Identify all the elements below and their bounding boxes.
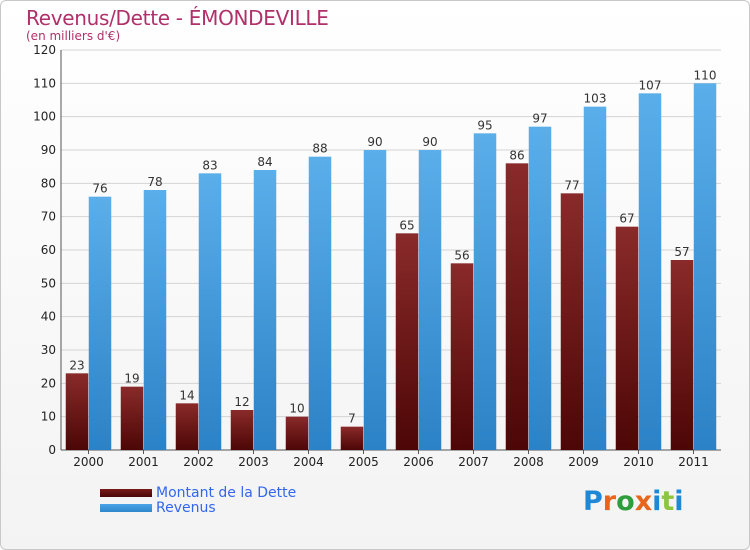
y-tick-label: 20 [41, 376, 56, 390]
bar-revenus [528, 126, 552, 451]
data-label: 23 [69, 358, 84, 372]
data-label: 107 [639, 78, 662, 92]
data-label: 65 [399, 218, 414, 232]
y-tick-label: 70 [41, 210, 56, 224]
x-tick-label: 2002 [183, 455, 214, 469]
logo-letter: r [602, 486, 617, 517]
y-tick-label: 30 [41, 343, 56, 357]
data-label: 7 [348, 412, 356, 426]
bar-dette [175, 403, 199, 450]
x-tick-label: 2008 [513, 455, 544, 469]
x-tick-label: 2009 [568, 455, 599, 469]
bar-dette [230, 410, 254, 450]
bar-revenus [308, 156, 332, 450]
y-tick-label: 120 [33, 43, 56, 57]
x-tick-label: 2000 [73, 455, 104, 469]
bar-dette [505, 163, 529, 451]
data-label: 83 [202, 158, 217, 172]
y-tick-label: 110 [33, 76, 56, 90]
legend-swatch-revenus [100, 503, 152, 512]
y-tick-label: 90 [41, 143, 56, 157]
y-tick-label: 40 [41, 310, 56, 324]
bar-dette [450, 263, 474, 450]
x-tick-label: 2011 [678, 455, 709, 469]
data-label: 90 [422, 135, 437, 149]
logo-letter: i [674, 486, 684, 517]
logo-letter: x [634, 486, 653, 517]
bar-revenus [253, 170, 277, 450]
bar-dette [395, 233, 419, 450]
logo-letter: P [583, 486, 603, 517]
data-label: 97 [532, 112, 547, 126]
data-label: 56 [454, 248, 469, 262]
data-label: 90 [367, 135, 382, 149]
x-tick-label: 2007 [458, 455, 489, 469]
y-tick-label: 10 [41, 410, 56, 424]
bar-revenus [88, 196, 112, 450]
legend: Montant de la Dette Revenus [100, 484, 297, 516]
bar-revenus [363, 150, 387, 450]
bar-dette [560, 193, 584, 451]
data-label: 86 [509, 148, 524, 162]
legend-item-dette: Montant de la Dette [100, 484, 297, 501]
data-label: 12 [234, 395, 249, 409]
x-tick-label: 2010 [623, 455, 654, 469]
data-label: 67 [619, 212, 634, 226]
bar-dette [65, 373, 89, 450]
x-tick-label: 2006 [403, 455, 434, 469]
legend-label-dette: Montant de la Dette [156, 484, 297, 501]
data-label: 77 [564, 178, 579, 192]
bar-dette [615, 226, 639, 450]
bar-revenus [473, 133, 497, 451]
data-label: 76 [92, 182, 107, 196]
logo-letter: t [661, 486, 675, 517]
y-tick-label: 80 [41, 176, 56, 190]
y-tick-label: 100 [33, 110, 56, 124]
data-label: 78 [147, 175, 162, 189]
proxiti-logo: Proxiti [583, 486, 684, 517]
data-label: 95 [477, 118, 492, 132]
data-label: 57 [674, 245, 689, 259]
bar-dette [670, 260, 694, 450]
data-label: 103 [584, 92, 607, 106]
y-tick-label: 50 [41, 276, 56, 290]
data-label: 10 [289, 402, 304, 416]
x-tick-label: 2001 [128, 455, 159, 469]
data-label: 88 [312, 142, 327, 156]
chart-title: Revenus/Dette - ÉMONDEVILLE [26, 6, 329, 30]
x-tick-label: 2003 [238, 455, 269, 469]
data-label: 110 [694, 68, 717, 82]
y-tick-label: 0 [48, 443, 56, 457]
data-label: 19 [124, 372, 139, 386]
logo-letter: o [616, 486, 635, 517]
bar-dette [285, 416, 309, 450]
bar-revenus [583, 106, 607, 451]
x-tick-label: 2005 [348, 455, 379, 469]
x-tick-label: 2004 [293, 455, 324, 469]
bar-revenus [418, 150, 442, 450]
bar-dette [340, 426, 364, 450]
legend-item-revenus: Revenus [100, 499, 296, 516]
data-label: 84 [257, 155, 272, 169]
logo-letter: i [652, 486, 662, 517]
chart-subtitle: (en milliers d'€) [26, 29, 121, 43]
y-tick-label: 60 [41, 243, 56, 257]
data-label: 14 [179, 388, 194, 402]
bar-revenus [143, 190, 167, 450]
bar-revenus [638, 93, 662, 450]
legend-swatch-dette [100, 488, 152, 497]
bar-revenus [693, 83, 717, 450]
bar-dette [120, 386, 144, 450]
legend-label-revenus: Revenus [156, 499, 216, 516]
bar-revenus [198, 173, 222, 451]
